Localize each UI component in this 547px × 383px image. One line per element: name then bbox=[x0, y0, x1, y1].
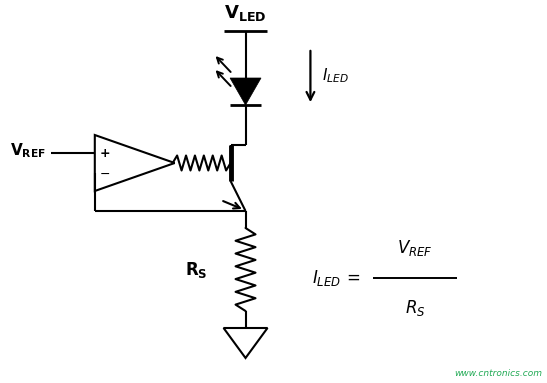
Text: +: + bbox=[100, 147, 110, 159]
Text: $\it{V_{REF}}$: $\it{V_{REF}}$ bbox=[398, 238, 433, 258]
Text: $\it{R_S}$: $\it{R_S}$ bbox=[405, 298, 426, 318]
Polygon shape bbox=[230, 78, 261, 105]
Text: $\bf{R}_{\bf{S}}$: $\bf{R}_{\bf{S}}$ bbox=[185, 260, 208, 280]
Text: $\bf{V}$$_{\bf{LED}}$: $\bf{V}$$_{\bf{LED}}$ bbox=[224, 3, 267, 23]
Text: $\it{I_{LED}}$: $\it{I_{LED}}$ bbox=[322, 67, 350, 85]
Text: www.cntronics.com: www.cntronics.com bbox=[454, 369, 542, 378]
Text: $\it{I_{LED}}$$\,=\,$: $\it{I_{LED}}$$\,=\,$ bbox=[312, 268, 360, 288]
Text: $-$: $-$ bbox=[99, 167, 110, 180]
Text: $\bf{V}$$_{\bf{REF}}$: $\bf{V}$$_{\bf{REF}}$ bbox=[10, 142, 46, 160]
